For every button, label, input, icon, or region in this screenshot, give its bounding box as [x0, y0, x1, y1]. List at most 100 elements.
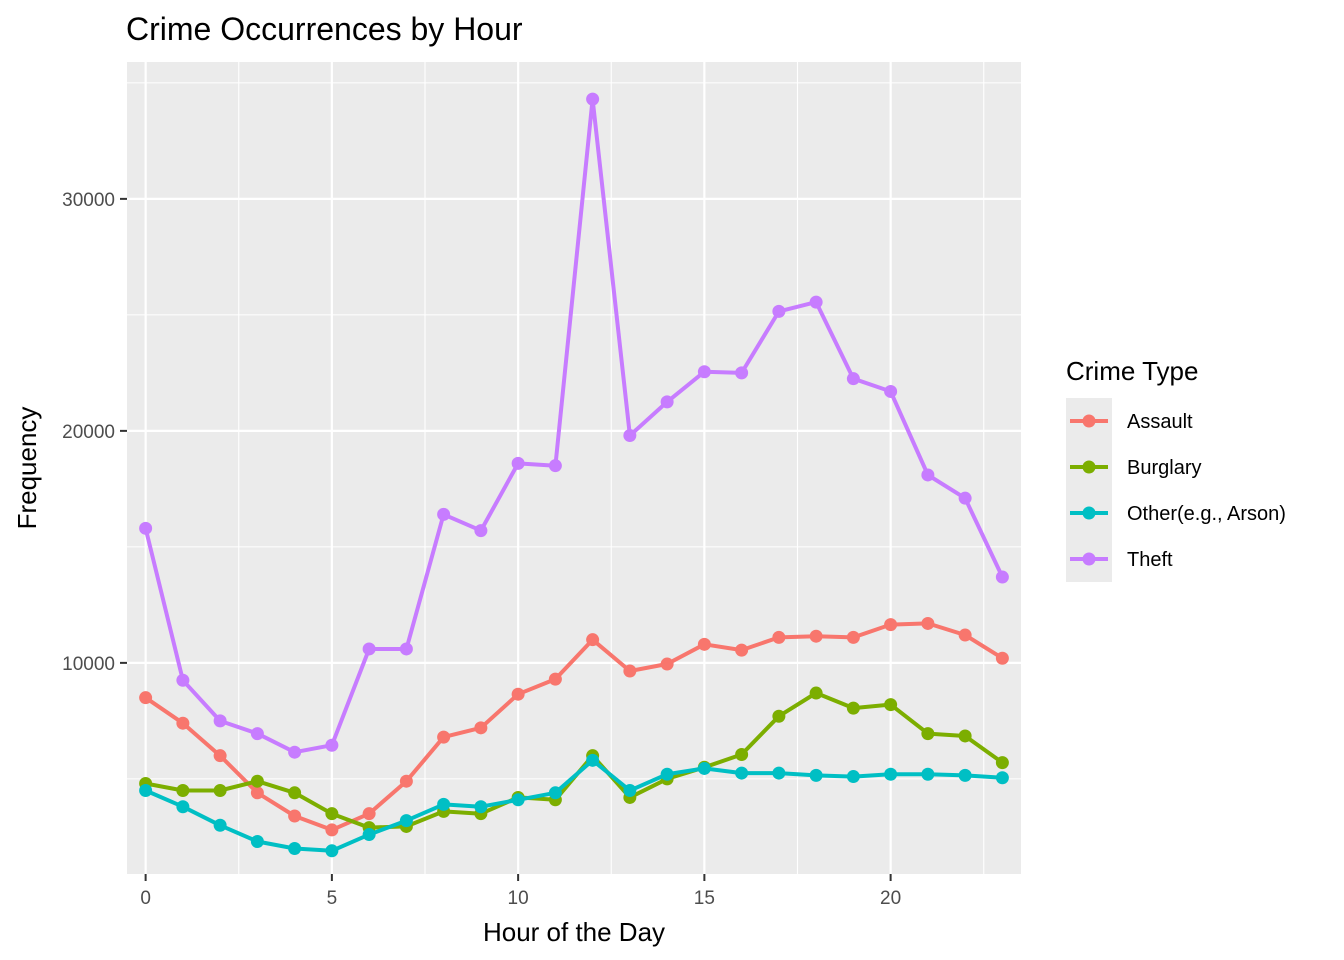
chart-title: Crime Occurrences by Hour [126, 11, 523, 47]
data-point-other-e-g-arson [548, 786, 562, 800]
legend-label-theft: Theft [1127, 549, 1173, 571]
major-gridlines [127, 62, 1021, 874]
data-point-assault [921, 616, 935, 630]
x-tick-label: 20 [880, 888, 901, 909]
data-point-theft [623, 429, 637, 443]
data-point-assault [735, 643, 749, 657]
data-point-theft [399, 642, 413, 656]
data-point-other-e-g-arson [623, 783, 637, 797]
data-point-burglary [250, 774, 264, 788]
data-point-other-e-g-arson [586, 753, 600, 767]
data-point-assault [697, 637, 711, 651]
x-tick-label: 0 [140, 888, 151, 909]
data-point-assault [548, 672, 562, 686]
data-point-theft [176, 673, 190, 687]
data-point-other-e-g-arson [474, 800, 488, 814]
data-point-burglary [213, 783, 227, 797]
legend-label-assault: Assault [1127, 411, 1193, 433]
x-axis: 0 5 10 15 20 [140, 874, 901, 909]
plot-panel [127, 62, 1021, 874]
legend-key-point-assault [1082, 414, 1096, 428]
data-point-theft [325, 738, 339, 752]
data-point-assault [586, 633, 600, 647]
data-point-other-e-g-arson [139, 783, 153, 797]
data-point-theft [735, 366, 749, 380]
data-point-burglary [921, 727, 935, 741]
data-point-assault [399, 774, 413, 788]
data-point-burglary [995, 756, 1009, 770]
data-point-assault [139, 691, 153, 705]
legend-title: Crime Type [1066, 356, 1198, 386]
data-point-theft [772, 304, 786, 318]
data-point-assault [511, 687, 525, 701]
y-tick-label: 10000 [62, 654, 115, 675]
data-point-other-e-g-arson [995, 771, 1009, 785]
data-point-theft [250, 727, 264, 741]
data-point-assault [288, 809, 302, 823]
data-point-burglary [288, 786, 302, 800]
data-point-theft [139, 521, 153, 535]
data-point-other-e-g-arson [288, 841, 302, 855]
data-point-burglary [809, 686, 823, 700]
data-point-theft [884, 384, 898, 398]
data-point-assault [213, 749, 227, 763]
data-point-burglary [325, 807, 339, 821]
legend-label-burglary: Burglary [1127, 457, 1201, 479]
x-tick-label: 10 [508, 888, 529, 909]
data-point-assault [437, 730, 451, 744]
series-layer [139, 92, 1009, 858]
data-point-assault [474, 721, 488, 735]
y-axis: 10000 20000 30000 [62, 190, 127, 675]
data-point-other-e-g-arson [437, 797, 451, 811]
data-point-other-e-g-arson [362, 828, 376, 842]
data-point-assault [772, 630, 786, 644]
data-point-assault [884, 618, 898, 632]
data-point-other-e-g-arson [213, 818, 227, 832]
legend: Crime Type Assault Burglary Other(e.g., Ar… [1066, 356, 1286, 582]
data-point-other-e-g-arson [809, 768, 823, 782]
data-point-other-e-g-arson [772, 766, 786, 780]
data-point-burglary [884, 698, 898, 712]
data-point-theft [213, 714, 227, 728]
data-point-theft [995, 570, 1009, 584]
data-point-assault [623, 664, 637, 678]
data-point-theft [697, 365, 711, 379]
data-point-other-e-g-arson [511, 793, 525, 807]
data-point-other-e-g-arson [325, 844, 339, 858]
x-tick-label: 15 [694, 888, 715, 909]
data-point-other-e-g-arson [884, 767, 898, 781]
data-point-burglary [772, 709, 786, 723]
data-point-burglary [176, 783, 190, 797]
data-point-assault [176, 716, 190, 730]
data-point-theft [288, 745, 302, 759]
data-point-other-e-g-arson [250, 835, 264, 849]
data-point-other-e-g-arson [735, 766, 749, 780]
legend-items: Assault Burglary Other(e.g., Arson) Theft [1066, 398, 1286, 582]
data-point-theft [660, 395, 674, 409]
data-point-assault [846, 630, 860, 644]
data-point-assault [958, 628, 972, 642]
legend-label-other-e-g-arson: Other(e.g., Arson) [1127, 503, 1286, 525]
data-point-theft [474, 524, 488, 538]
legend-key-point-other-e-g-arson [1082, 506, 1096, 520]
x-tick-label: 5 [327, 888, 338, 909]
x-axis-title: Hour of the Day [483, 917, 665, 947]
data-point-burglary [735, 748, 749, 762]
data-point-theft [586, 92, 600, 106]
data-point-theft [846, 372, 860, 386]
data-point-assault [995, 651, 1009, 665]
series-line-theft [143, 97, 1005, 755]
data-point-theft [437, 507, 451, 521]
data-point-other-e-g-arson [176, 800, 190, 814]
data-point-theft [921, 468, 935, 482]
data-point-theft [511, 456, 525, 470]
data-point-other-e-g-arson [660, 767, 674, 781]
legend-key-point-theft [1082, 552, 1096, 566]
y-axis-title: Frequency [12, 407, 42, 530]
data-point-assault [325, 823, 339, 837]
data-point-theft [809, 295, 823, 309]
y-tick-label: 30000 [62, 190, 115, 211]
legend-key-background [1066, 398, 1112, 582]
data-point-assault [809, 629, 823, 643]
